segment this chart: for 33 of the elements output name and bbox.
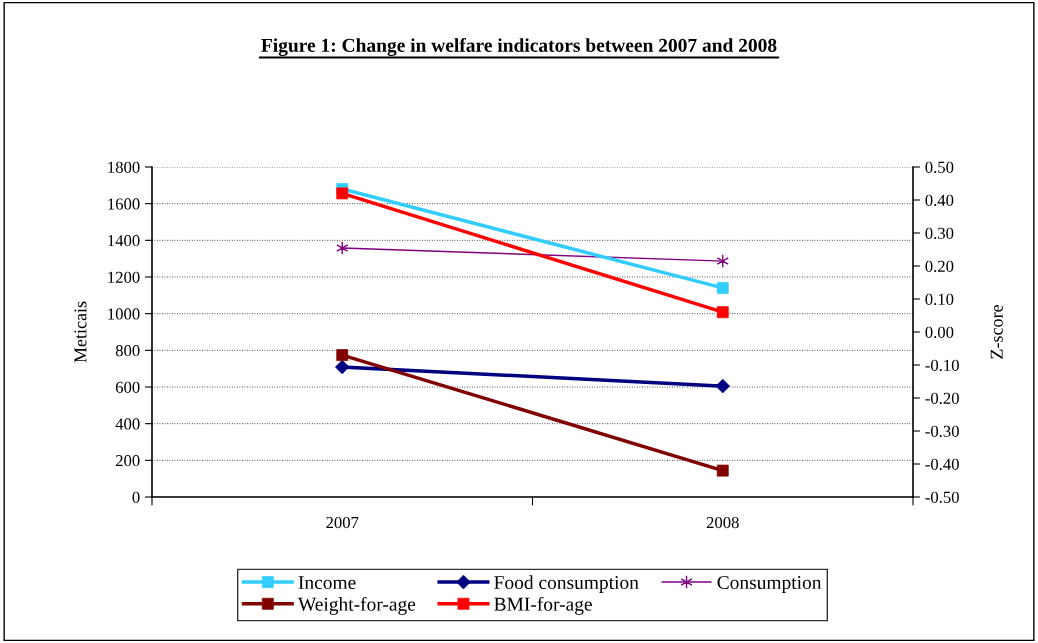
legend-label: BMI-for-age [494,596,592,615]
y-tick-label: 800 [115,345,140,357]
legend-label: Consumption [717,575,822,594]
y-tick-label: 0 [132,491,140,503]
y2-tick-label: -0.10 [925,359,959,372]
y-tick-label: 200 [115,455,140,467]
y-tick-label: 1000 [108,308,140,320]
chart-title: Figure 1: Change in welfare indicators between 2007 and 2008 [261,38,777,56]
y2-tick-label: -0.20 [925,392,959,405]
y2-tick-label: 0.50 [925,161,954,174]
y2-tick-label: 0.30 [925,227,954,240]
y-axis-title: Meticais [74,301,87,363]
point [716,282,729,294]
y2-axis-title: Z-score [990,305,1003,359]
x-tick-label: 2007 [326,516,359,529]
y2-tick-label: -0.40 [925,458,959,471]
y-tick-label: 1600 [108,198,140,210]
y2-tick-label: 0.10 [925,293,954,306]
y-tick-label: 1800 [108,161,140,173]
point [715,378,730,394]
y2-tick-label: 0.00 [925,326,954,339]
legend-label: Food consumption [494,575,639,594]
y-tick-label: 400 [115,418,140,430]
y-tick-label: 1200 [108,271,140,283]
x-tick-label: 2008 [706,516,739,529]
legend-label: Weight-for-age [297,596,416,615]
legend-label: Income [298,576,356,590]
y-tick-label: 600 [115,381,140,393]
y2-tick-label: 0.40 [925,194,954,207]
y2-tick-label: -0.50 [925,491,959,504]
y-tick-label: 1400 [108,235,140,247]
y2-tick-label: 0.20 [925,260,954,273]
y2-tick-label: -0.30 [925,425,959,438]
